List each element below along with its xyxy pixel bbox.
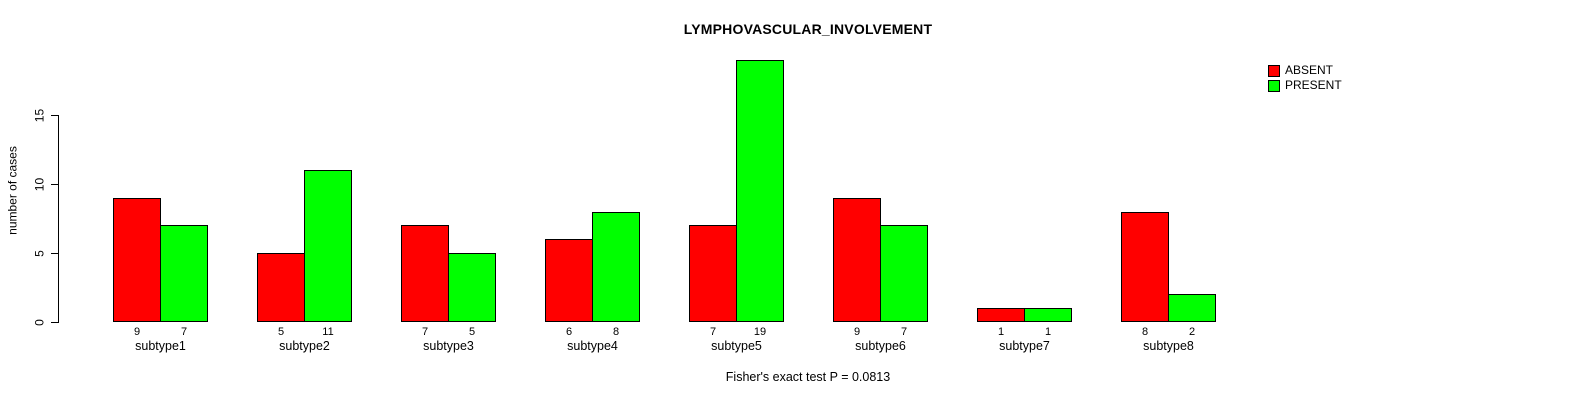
y-tick-label: 5 — [32, 250, 47, 257]
bar-value-label: 9 — [853, 326, 861, 338]
bar-present — [160, 225, 208, 322]
legend-item: PRESENT — [1268, 77, 1342, 92]
bar-absent — [113, 198, 161, 322]
bar-absent — [1121, 212, 1169, 322]
y-tick-mark — [51, 184, 58, 185]
bar-value-label: 8 — [1141, 326, 1149, 338]
category-label: subtype8 — [1143, 339, 1194, 353]
bar-value-label: 8 — [612, 326, 620, 338]
bar-value-label: 7 — [709, 326, 717, 338]
y-tick-mark — [51, 253, 58, 254]
bar-value-label: 19 — [753, 326, 767, 338]
bar-present — [304, 170, 352, 322]
category-label: subtype4 — [567, 339, 618, 353]
chart-title: LYMPHOVASCULAR_INVOLVEMENT — [683, 21, 933, 37]
bar-value-label: 1 — [997, 326, 1005, 338]
bar-absent — [977, 308, 1025, 322]
bar-present — [1024, 308, 1072, 322]
fisher-test-annotation: Fisher's exact test P = 0.0813 — [725, 370, 891, 384]
bar-present — [880, 225, 928, 322]
category-label: subtype7 — [999, 339, 1050, 353]
bar-value-label: 7 — [421, 326, 429, 338]
y-tick-mark — [51, 115, 58, 116]
legend-color-swatch-icon — [1268, 64, 1280, 77]
y-axis-label: number of cases — [5, 146, 20, 235]
legend-label: ABSENT — [1285, 63, 1334, 78]
category-label: subtype2 — [279, 339, 330, 353]
y-tick-label: 15 — [32, 108, 47, 123]
bar-present — [736, 60, 784, 322]
bar-value-label: 7 — [180, 326, 188, 338]
bar-value-label: 2 — [1188, 326, 1196, 338]
bar-present — [448, 253, 496, 322]
bar-value-label: 5 — [277, 326, 285, 338]
y-axis-line — [58, 115, 59, 323]
bar-value-label: 1 — [1044, 326, 1052, 338]
bar-value-label: 11 — [322, 326, 334, 338]
bar-absent — [545, 239, 593, 322]
category-label: subtype6 — [855, 339, 906, 353]
legend-item: ABSENT — [1268, 62, 1342, 77]
bar-value-label: 5 — [468, 326, 476, 338]
legend-color-swatch-icon — [1268, 79, 1280, 92]
legend: ABSENT PRESENT — [1268, 62, 1342, 92]
bar-absent — [689, 225, 737, 322]
y-tick-mark — [51, 322, 58, 323]
category-label: subtype5 — [711, 339, 762, 353]
bar-absent — [257, 253, 305, 322]
category-label: subtype3 — [423, 339, 474, 353]
y-tick-label: 10 — [32, 177, 47, 192]
bar-value-label: 7 — [900, 326, 908, 338]
y-tick-label: 0 — [32, 319, 47, 326]
bar-value-label: 9 — [133, 326, 141, 338]
category-label: subtype1 — [135, 339, 186, 353]
bar-present — [592, 212, 640, 322]
bar-absent — [833, 198, 881, 322]
bar-absent — [401, 225, 449, 322]
bar-present — [1168, 294, 1216, 322]
legend-label: PRESENT — [1285, 78, 1342, 93]
bar-value-label: 6 — [565, 326, 573, 338]
